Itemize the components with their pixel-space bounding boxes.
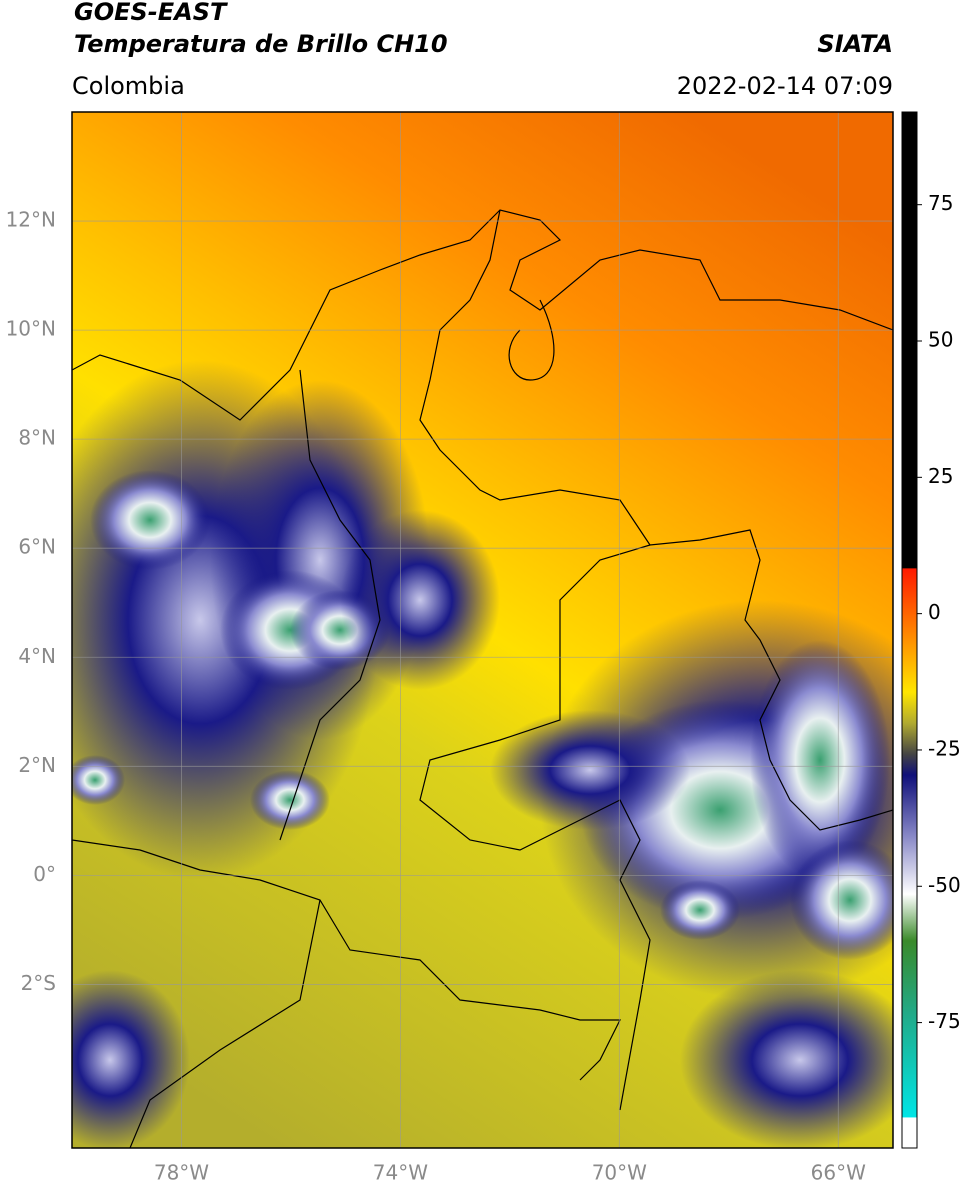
colorbar-tick-label: 75	[928, 191, 953, 215]
x-tick-label: 66°W	[811, 1161, 866, 1185]
colorbar-tick-label: -75	[928, 1009, 961, 1033]
cloud	[340, 510, 500, 690]
y-tick-label: 8°N	[18, 426, 56, 450]
colorbar-tick-label: 0	[928, 600, 941, 624]
grid	[72, 112, 893, 1148]
colorbar	[901, 111, 918, 1149]
title: GOES-EAST	[74, 0, 228, 26]
cloud	[250, 770, 330, 830]
y-tick-label: 0°	[33, 862, 56, 886]
datetime: 2022-02-14 07:09	[677, 72, 893, 100]
x-tick-label: 78°W	[154, 1161, 209, 1185]
y-tick-label: 4°N	[18, 644, 56, 668]
cloud	[790, 840, 893, 960]
cloud	[750, 640, 890, 880]
map-frame	[71, 111, 894, 1149]
cloud	[72, 755, 125, 805]
colorbar-tick-label: -50	[928, 873, 961, 897]
cloud	[660, 880, 740, 940]
colorbar-tick-label: 25	[928, 464, 953, 488]
colorbar-tick-label: -25	[928, 736, 961, 760]
cloud	[72, 970, 190, 1148]
x-tick-label: 74°W	[373, 1161, 428, 1185]
x-tick-label: 70°W	[592, 1161, 647, 1185]
borders	[72, 209, 893, 1148]
y-tick-label: 6°N	[18, 535, 56, 559]
source: SIATA	[817, 30, 893, 58]
cloud	[490, 710, 690, 830]
colorbar-tick-label: 50	[928, 328, 953, 352]
y-tick-label: 10°N	[6, 317, 56, 341]
cloud	[680, 970, 893, 1148]
imagery	[72, 112, 893, 1148]
y-tick-label: 2°N	[18, 753, 56, 777]
cloud	[90, 470, 210, 570]
region: Colombia	[72, 72, 185, 100]
subtitle: Temperatura de Brillo CH10	[74, 30, 448, 58]
y-tick-label: 12°N	[6, 208, 56, 232]
y-tick-label: 2°S	[21, 971, 56, 995]
